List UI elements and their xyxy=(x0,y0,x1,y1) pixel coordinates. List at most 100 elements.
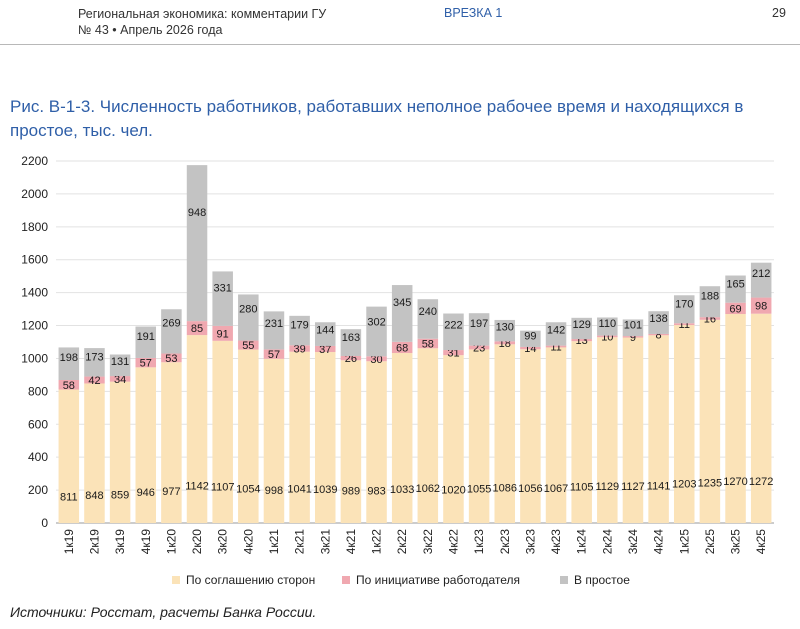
y-tick-label: 1600 xyxy=(21,253,48,267)
y-tick-label: 2200 xyxy=(21,154,48,168)
data-label: 8 xyxy=(656,330,662,342)
bar-segment xyxy=(468,345,490,350)
bar-segment xyxy=(391,341,413,354)
data-label: 1062 xyxy=(416,483,440,495)
data-label: 222 xyxy=(444,319,462,331)
legend-label: По соглашению сторон xyxy=(186,573,315,587)
x-tick-label: 1к19 xyxy=(62,529,76,555)
x-tick-label: 2к19 xyxy=(87,529,101,555)
x-tick-label: 3к25 xyxy=(729,529,743,555)
data-label: 1142 xyxy=(185,480,209,492)
bar-segment xyxy=(622,319,644,337)
bar-segment xyxy=(597,335,618,338)
data-label: 142 xyxy=(547,324,565,336)
x-tick-label: 3к23 xyxy=(523,529,537,555)
bar-segment xyxy=(212,325,233,341)
data-label: 85 xyxy=(191,323,203,335)
header-section: ВРЕЗКА 1 xyxy=(444,6,503,20)
x-tick-label: 1к23 xyxy=(472,529,486,555)
x-tick-label: 1к20 xyxy=(164,529,178,555)
data-label: 948 xyxy=(188,207,206,219)
bar-segment xyxy=(520,330,541,347)
x-tick-label: 2к22 xyxy=(395,529,409,555)
bar-segment xyxy=(186,165,208,322)
x-tick-label: 2к25 xyxy=(703,529,717,555)
bar-segment xyxy=(289,315,310,346)
bar-segment xyxy=(648,333,669,336)
y-tick-label: 200 xyxy=(28,483,48,497)
bar-segment xyxy=(468,313,490,346)
x-tick-label: 3к19 xyxy=(113,529,127,555)
bar-segment xyxy=(238,294,259,341)
bar-segment xyxy=(289,345,310,352)
bar-segment xyxy=(263,349,285,359)
data-label: 55 xyxy=(242,340,254,352)
bar-segment xyxy=(571,317,592,340)
data-label: 129 xyxy=(572,319,590,331)
data-label: 1041 xyxy=(287,484,311,496)
x-tick-label: 3к20 xyxy=(216,529,230,555)
data-label: 983 xyxy=(367,486,385,498)
bar-segment xyxy=(443,350,464,356)
x-tick-label: 3к21 xyxy=(318,529,332,555)
data-label: 179 xyxy=(290,320,308,332)
x-tick-label: 2к20 xyxy=(190,529,204,555)
legend-label: В простое xyxy=(574,573,630,587)
bar-segment xyxy=(571,339,592,342)
bar-segment xyxy=(750,262,772,298)
legend-swatch xyxy=(172,576,180,584)
bar-segment xyxy=(750,313,772,523)
bar-segment xyxy=(161,353,182,363)
bar-segment xyxy=(571,341,592,523)
data-label: 1107 xyxy=(211,482,235,494)
bar-segment xyxy=(212,271,233,326)
bar-segment xyxy=(725,314,746,523)
data-label: 280 xyxy=(239,303,257,315)
bar-segment xyxy=(494,344,516,523)
x-tick-label: 4к23 xyxy=(549,529,563,555)
data-label: 1020 xyxy=(441,484,465,496)
bar-segment xyxy=(109,354,131,377)
bar-segment xyxy=(417,338,439,349)
bar-segment xyxy=(289,351,310,523)
data-label: 998 xyxy=(265,485,283,497)
data-label: 26 xyxy=(345,353,357,365)
bar-segment xyxy=(673,295,695,324)
bar-segment xyxy=(340,360,362,523)
bar-segment xyxy=(58,347,80,381)
x-tick-label: 4к22 xyxy=(446,529,460,555)
bar-segment xyxy=(545,322,567,346)
bar-segment xyxy=(212,340,233,523)
bar-segment xyxy=(314,352,336,523)
bar-segment xyxy=(84,376,105,384)
data-label: 39 xyxy=(293,343,305,355)
data-label: 57 xyxy=(140,358,152,370)
bar-segment xyxy=(391,353,413,523)
data-label: 848 xyxy=(85,490,103,502)
bar-segment xyxy=(725,275,746,303)
x-tick-label: 4к20 xyxy=(241,529,255,555)
legend-swatch xyxy=(342,576,350,584)
bar-segment xyxy=(109,376,131,382)
bar-segment xyxy=(340,329,362,356)
x-tick-label: 1к21 xyxy=(267,529,281,555)
header-divider xyxy=(0,44,800,45)
y-tick-label: 1200 xyxy=(21,319,48,333)
bar-segment xyxy=(443,313,464,351)
x-tick-label: 4к21 xyxy=(344,529,358,555)
data-label: 58 xyxy=(422,338,434,350)
data-label: 31 xyxy=(447,348,459,360)
bar-segment xyxy=(366,356,387,362)
bar-segment xyxy=(135,326,157,358)
data-label: 859 xyxy=(111,490,129,502)
data-label: 34 xyxy=(114,374,126,386)
bar-segment xyxy=(520,346,541,350)
bar-segment xyxy=(622,337,644,523)
bar-segment xyxy=(109,381,131,523)
bar-segment xyxy=(545,347,567,523)
data-label: 99 xyxy=(524,331,536,343)
bar-segment xyxy=(366,306,387,357)
data-label: 191 xyxy=(137,331,155,343)
data-label: 1141 xyxy=(647,480,671,492)
bar-segment xyxy=(597,317,618,336)
